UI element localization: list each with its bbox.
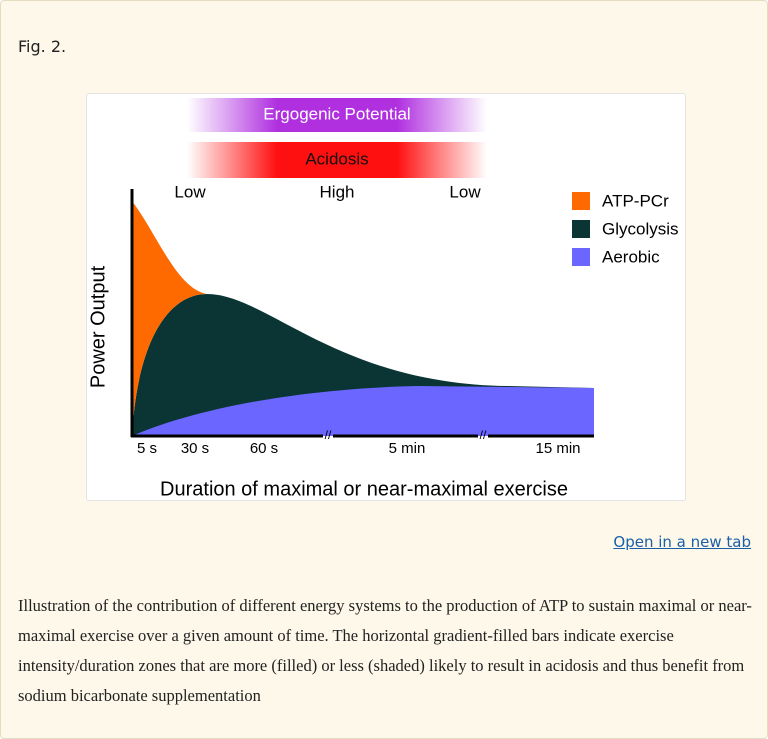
legend-label: Aerobic (602, 247, 660, 266)
x-tick-label: 5 min (389, 440, 426, 457)
figure-label: Fig. 2. (18, 37, 67, 56)
zone-label: High (320, 182, 355, 201)
bar-label: Ergogenic Potential (263, 104, 410, 123)
ergogenic-bar (187, 98, 487, 132)
axis-break: // (325, 428, 332, 442)
x-tick-label: 30 s (181, 440, 209, 457)
aerobic-area (132, 386, 594, 436)
x-tick-label: 15 min (535, 440, 580, 457)
y-axis-label: Power Output (87, 265, 109, 388)
zone-label: Low (174, 182, 206, 201)
diagram: Ergogenic Potential Acidosis Low High Lo… (87, 98, 679, 500)
legend-label: Glycolysis (602, 219, 679, 238)
legend-swatch (572, 248, 590, 266)
figure[interactable]: Ergogenic Potential Acidosis Low High Lo… (86, 93, 686, 501)
caption: Illustration of the contribution of diff… (18, 596, 752, 705)
legend-swatch (572, 220, 590, 238)
x-axis-label: Duration of maximal or near-maximal exer… (160, 478, 568, 500)
x-tick-label: 5 s (137, 440, 157, 457)
open-link[interactable]: Open in a new tab (613, 533, 751, 551)
x-tick-label: 60 s (250, 440, 278, 457)
acidosis-bar (187, 142, 487, 178)
atp-pcr-area (132, 201, 207, 436)
zone-label: Low (449, 182, 481, 201)
legend-label: ATP-PCr (602, 191, 669, 210)
axis-break: // (480, 428, 487, 442)
legend-swatch (572, 192, 590, 210)
bar-label: Acidosis (305, 149, 368, 168)
